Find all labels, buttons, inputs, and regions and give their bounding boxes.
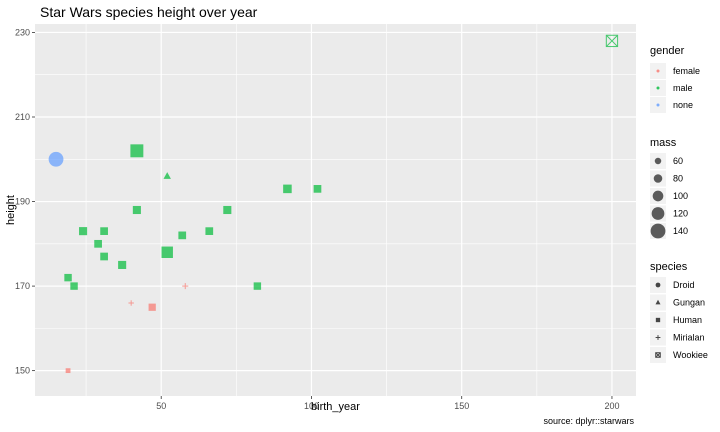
legend-label-species: Gungan — [673, 298, 705, 308]
legend-key-mass — [654, 157, 662, 165]
data-point — [65, 368, 71, 374]
data-point — [70, 282, 78, 290]
legend-key-species — [655, 282, 661, 288]
legend-key-mass — [651, 207, 665, 220]
legend-key-species — [655, 299, 661, 305]
y-tick-label: 190 — [15, 197, 30, 207]
legend-label-species: Droid — [673, 280, 695, 290]
legend-label-mass: 140 — [673, 226, 688, 236]
legend-title-gender: gender — [650, 45, 685, 57]
legend-key-mass — [650, 223, 666, 239]
data-point — [161, 246, 173, 258]
y-axis-title: height — [5, 195, 17, 225]
data-point — [148, 303, 156, 311]
y-tick-label: 150 — [15, 366, 30, 376]
legend-label-gender: female — [673, 66, 700, 76]
legend-label-mass: 120 — [673, 209, 688, 219]
legend-key-species — [655, 335, 661, 340]
data-point — [79, 227, 88, 236]
data-point — [253, 282, 262, 290]
legend-key-gender — [656, 103, 660, 107]
legend-label-gender: none — [673, 100, 693, 110]
legend-label-species: Mirialan — [673, 333, 705, 343]
legend-label-species: Human — [673, 315, 702, 325]
legend-key-gender — [656, 86, 660, 90]
x-tick-label: 150 — [454, 401, 469, 411]
x-tick-label: 200 — [604, 401, 619, 411]
chart-title: Star Wars species height over year — [40, 4, 258, 20]
legend-label-mass: 60 — [673, 156, 683, 166]
legend-label-gender: male — [673, 83, 693, 93]
data-point — [182, 283, 189, 290]
data-point — [94, 239, 102, 248]
x-tick-label: 50 — [156, 401, 166, 411]
legend-label-mass: 100 — [673, 191, 688, 201]
data-point — [205, 227, 214, 235]
data-point — [223, 205, 232, 215]
legend-key-species — [655, 352, 661, 358]
legend-title-mass: mass — [650, 137, 677, 149]
data-point — [163, 172, 171, 179]
legend-key-species — [655, 317, 661, 323]
data-point — [118, 260, 127, 269]
data-point — [100, 227, 108, 235]
x-tick-label: 100 — [304, 401, 319, 411]
y-tick-label: 170 — [15, 281, 30, 291]
y-tick-label: 210 — [15, 112, 30, 122]
legend-key-gender — [656, 69, 660, 73]
y-tick-label: 230 — [15, 27, 30, 37]
data-point — [100, 252, 108, 261]
data-point — [48, 151, 64, 167]
data-point — [64, 273, 72, 282]
chart-caption: source: dplyr::starwars — [543, 416, 634, 426]
data-point — [128, 300, 134, 306]
legend-label-mass: 80 — [673, 174, 683, 184]
x-axis-title: birth_year — [311, 401, 360, 413]
legend-label-species: Wookiee — [673, 350, 708, 360]
data-point — [605, 34, 619, 48]
legend-key-mass — [652, 190, 664, 202]
data-point — [132, 205, 141, 215]
legend-key-mass — [653, 174, 663, 183]
data-point — [283, 184, 292, 194]
plot-panel — [35, 24, 636, 396]
legend-title-species: species — [650, 261, 688, 273]
data-point — [313, 185, 322, 193]
data-point — [130, 144, 144, 158]
data-point — [178, 231, 187, 240]
